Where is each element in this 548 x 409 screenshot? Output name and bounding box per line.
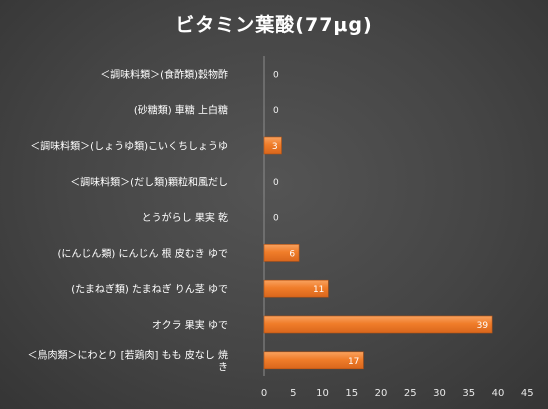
category-label: (にんじん類) にんじん 根 皮むき ゆで bbox=[57, 247, 228, 260]
data-label: 11 bbox=[313, 285, 324, 295]
category-label: オクラ 果実 ゆで bbox=[152, 319, 228, 332]
category-label: ＜調味料類＞(だし類)顆粒和風だし bbox=[70, 175, 228, 188]
bar bbox=[263, 136, 282, 155]
x-tick-label: 0 bbox=[261, 388, 267, 399]
category-label-line: き bbox=[218, 361, 228, 373]
bar bbox=[263, 351, 364, 370]
x-tick-label: 15 bbox=[345, 388, 358, 399]
x-tick-label: 45 bbox=[521, 388, 534, 399]
category-label-line: ＜調味料類＞(しょうゆ類)こいくちしょうゆ bbox=[30, 140, 228, 153]
category-label-line: とうがらし 果実 乾 bbox=[142, 211, 228, 224]
data-label: 17 bbox=[348, 357, 359, 367]
category-label-line: オクラ 果実 ゆで bbox=[152, 319, 228, 332]
x-tick-label: 40 bbox=[492, 388, 505, 399]
chart-title: ビタミン葉酸(77μg) bbox=[175, 14, 373, 36]
category-label: ＜鳥肉類＞にわとり [若鶏肉] もも 皮なし 焼き bbox=[27, 348, 228, 373]
x-tick-label: 20 bbox=[375, 388, 388, 399]
x-tick-label: 35 bbox=[462, 388, 475, 399]
data-label: 0 bbox=[273, 178, 279, 188]
x-tick-label: 30 bbox=[433, 388, 446, 399]
data-label: 3 bbox=[272, 142, 278, 152]
category-label: (砂糖類) 車糖 上白糖 bbox=[134, 104, 228, 117]
data-label: 0 bbox=[273, 106, 279, 116]
bar bbox=[263, 244, 300, 262]
category-label: ＜調味料類＞(しょうゆ類)こいくちしょうゆ bbox=[30, 140, 228, 153]
data-label: 0 bbox=[273, 214, 279, 224]
category-label-line: (にんじん類) にんじん 根 皮むき ゆで bbox=[57, 247, 228, 260]
data-label: 0 bbox=[273, 70, 279, 80]
category-label-line: (砂糖類) 車糖 上白糖 bbox=[134, 104, 228, 117]
category-label: とうがらし 果実 乾 bbox=[142, 211, 228, 224]
category-label-line: ＜調味料類＞(食酢類)穀物酢 bbox=[100, 68, 228, 81]
category-label-line: (たまねぎ類) たまねぎ りん茎 ゆで bbox=[71, 283, 228, 296]
data-label: 6 bbox=[289, 249, 295, 259]
bar bbox=[263, 279, 329, 298]
x-tick-label: 5 bbox=[290, 388, 296, 399]
x-tick-label: 25 bbox=[404, 388, 417, 399]
category-label-line: ＜調味料類＞(だし類)顆粒和風だし bbox=[70, 175, 228, 188]
category-label-line: ＜鳥肉類＞にわとり [若鶏肉] もも 皮なし 焼 bbox=[27, 348, 228, 361]
bar bbox=[263, 315, 493, 334]
category-label: ＜調味料類＞(食酢類)穀物酢 bbox=[100, 68, 228, 81]
data-label: 39 bbox=[477, 321, 489, 331]
x-tick-label: 10 bbox=[316, 388, 329, 399]
category-label: (たまねぎ類) たまねぎ りん茎 ゆで bbox=[71, 283, 228, 296]
